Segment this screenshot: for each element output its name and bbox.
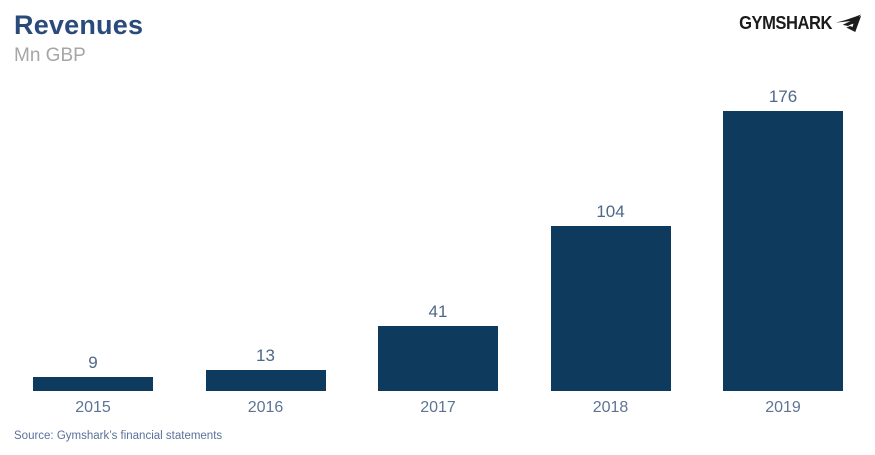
chart-header: Revenues Mn GBP [14,10,143,67]
bar-value-label: 41 [428,302,448,321]
bar [550,226,671,391]
bar [33,377,153,391]
bar [205,370,326,391]
bar [723,111,843,391]
shark-icon [835,14,862,33]
bar-column: 41 2017 [378,302,498,417]
bar-value-label: 104 [596,202,625,221]
bar [378,326,498,391]
x-axis-tick-label: 2015 [75,399,111,416]
bar-value-label: 13 [256,346,275,365]
bar-chart: 9 2015 13 2016 41 2017 104 2018 176 2019 [33,83,843,417]
bar-value-label: 9 [88,353,98,372]
bar-column: 13 2016 [205,346,326,417]
gymshark-logo: GYMSHARK [731,13,862,34]
bar-column: 104 2018 [550,202,671,417]
bar-value-label: 176 [768,87,798,106]
bar-column: 176 2019 [723,87,843,417]
bar-column: 9 2015 [33,353,153,417]
page-subtitle: Mn GBP [14,45,86,66]
x-axis-tick-label: 2017 [420,399,456,416]
x-axis-tick-label: 2018 [592,399,629,416]
source-note: Source: Gymshark’s financial statements [14,430,223,442]
gymshark-logo-text: GYMSHARK [739,13,832,33]
page-title: Revenues [14,10,144,40]
x-axis-tick-label: 2019 [765,399,801,416]
x-axis-tick-label: 2016 [247,399,284,416]
